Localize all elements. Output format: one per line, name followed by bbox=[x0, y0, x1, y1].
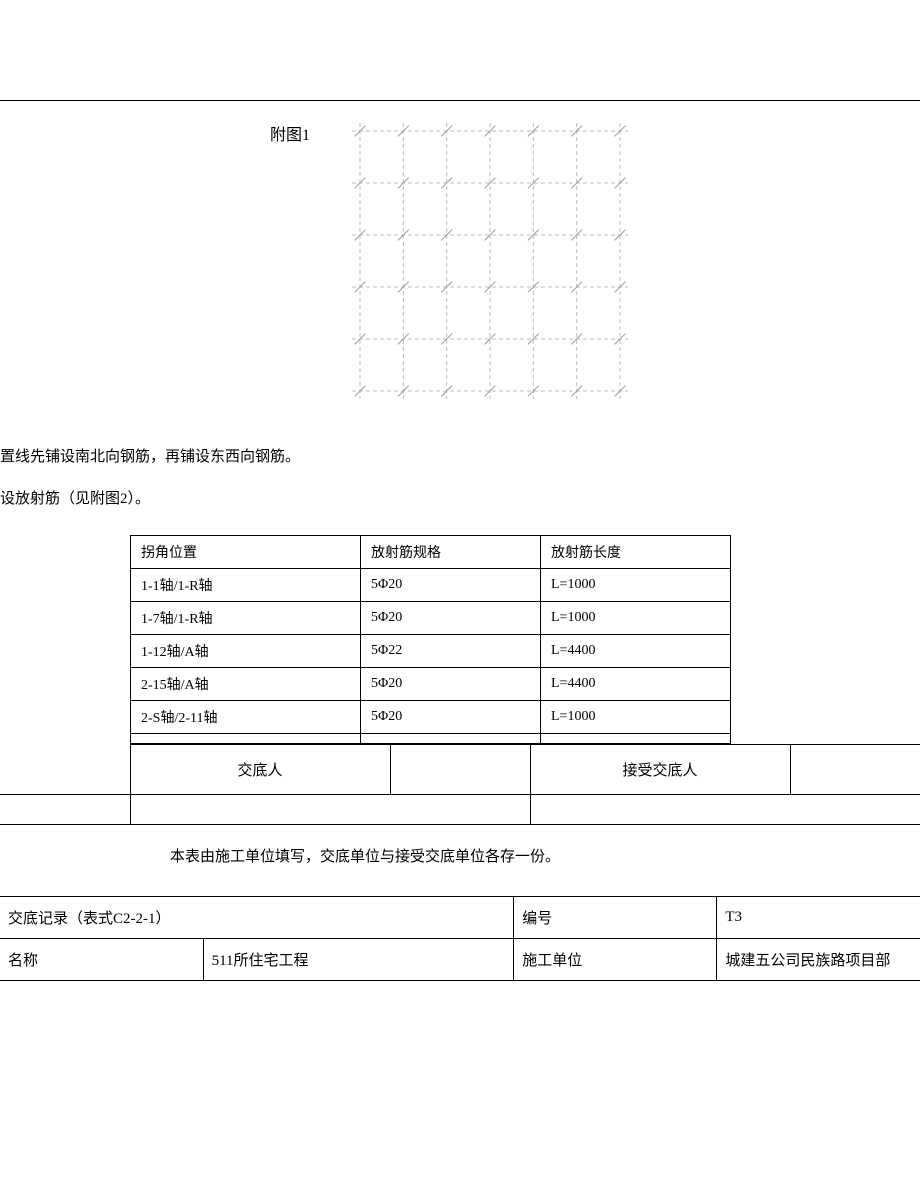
record-name-label: 名称 bbox=[0, 939, 203, 981]
figure-row: 附图1 bbox=[0, 101, 920, 426]
record-name-value: 511所住宅工程 bbox=[203, 939, 514, 981]
text-line-1: 置线先铺设南北向钢筋，再铺设东西向钢筋。 bbox=[0, 436, 920, 478]
rebar-cell: 5Φ20 bbox=[361, 668, 541, 701]
footer-note: 本表由施工单位填写，交底单位与接受交底单位各存一份。 bbox=[0, 825, 920, 896]
rebar-cell-empty bbox=[361, 734, 541, 744]
sign-table: 交底人 接受交底人 bbox=[0, 744, 920, 825]
sign-receiver-label: 接受交底人 bbox=[530, 745, 790, 795]
sign-cell bbox=[530, 795, 920, 825]
rebar-cell: 2-15轴/A轴 bbox=[131, 668, 361, 701]
figure-label: 附图1 bbox=[0, 116, 340, 145]
record-table: 交底记录（表式C2-2-1） 编号 T3 名称 511所住宅工程 施工单位 城建… bbox=[0, 896, 920, 981]
rebar-cell: 1-12轴/A轴 bbox=[131, 635, 361, 668]
rebar-cell: 2-S轴/2-11轴 bbox=[131, 701, 361, 734]
sign-cell bbox=[0, 745, 130, 795]
sign-cell bbox=[390, 745, 530, 795]
rebar-cell: 5Φ22 bbox=[361, 635, 541, 668]
rebar-header: 放射筋长度 bbox=[541, 536, 731, 569]
sign-cell bbox=[790, 745, 920, 795]
record-code-label: 编号 bbox=[514, 897, 717, 939]
rebar-cell: L=1000 bbox=[541, 701, 731, 734]
rebar-cell: L=1000 bbox=[541, 569, 731, 602]
page: 附图1 置线先铺设南北向钢筋，再铺设东西向钢筋。 设放射筋（见附图2）。 拐角位… bbox=[0, 100, 920, 981]
record-unit-value: 城建五公司民族路项目部 bbox=[717, 939, 920, 981]
rebar-cell: 5Φ20 bbox=[361, 569, 541, 602]
rebar-table: 拐角位置放射筋规格放射筋长度1-1轴/1-R轴5Φ20L=10001-7轴/1-… bbox=[130, 535, 731, 744]
sign-cell bbox=[0, 795, 130, 825]
sign-giver-label: 交底人 bbox=[130, 745, 390, 795]
text-line-2: 设放射筋（见附图2）。 bbox=[0, 478, 920, 520]
rebar-cell: L=4400 bbox=[541, 668, 731, 701]
rebar-cell: 1-7轴/1-R轴 bbox=[131, 602, 361, 635]
record-code-value: T3 bbox=[717, 897, 920, 939]
rebar-cell: 5Φ20 bbox=[361, 701, 541, 734]
rebar-cell-empty bbox=[131, 734, 361, 744]
record-title: 交底记录（表式C2-2-1） bbox=[0, 897, 514, 939]
rebar-cell: 5Φ20 bbox=[361, 602, 541, 635]
rebar-header: 放射筋规格 bbox=[361, 536, 541, 569]
sign-cell bbox=[130, 795, 530, 825]
rebar-cell: L=4400 bbox=[541, 635, 731, 668]
rebar-cell-empty bbox=[541, 734, 731, 744]
rebar-cell: L=1000 bbox=[541, 602, 731, 635]
body-text: 置线先铺设南北向钢筋，再铺设东西向钢筋。 设放射筋（见附图2）。 bbox=[0, 426, 920, 530]
record-unit-label: 施工单位 bbox=[514, 939, 717, 981]
rebar-header: 拐角位置 bbox=[131, 536, 361, 569]
rebar-grid-diagram bbox=[340, 116, 640, 406]
rebar-cell: 1-1轴/1-R轴 bbox=[131, 569, 361, 602]
